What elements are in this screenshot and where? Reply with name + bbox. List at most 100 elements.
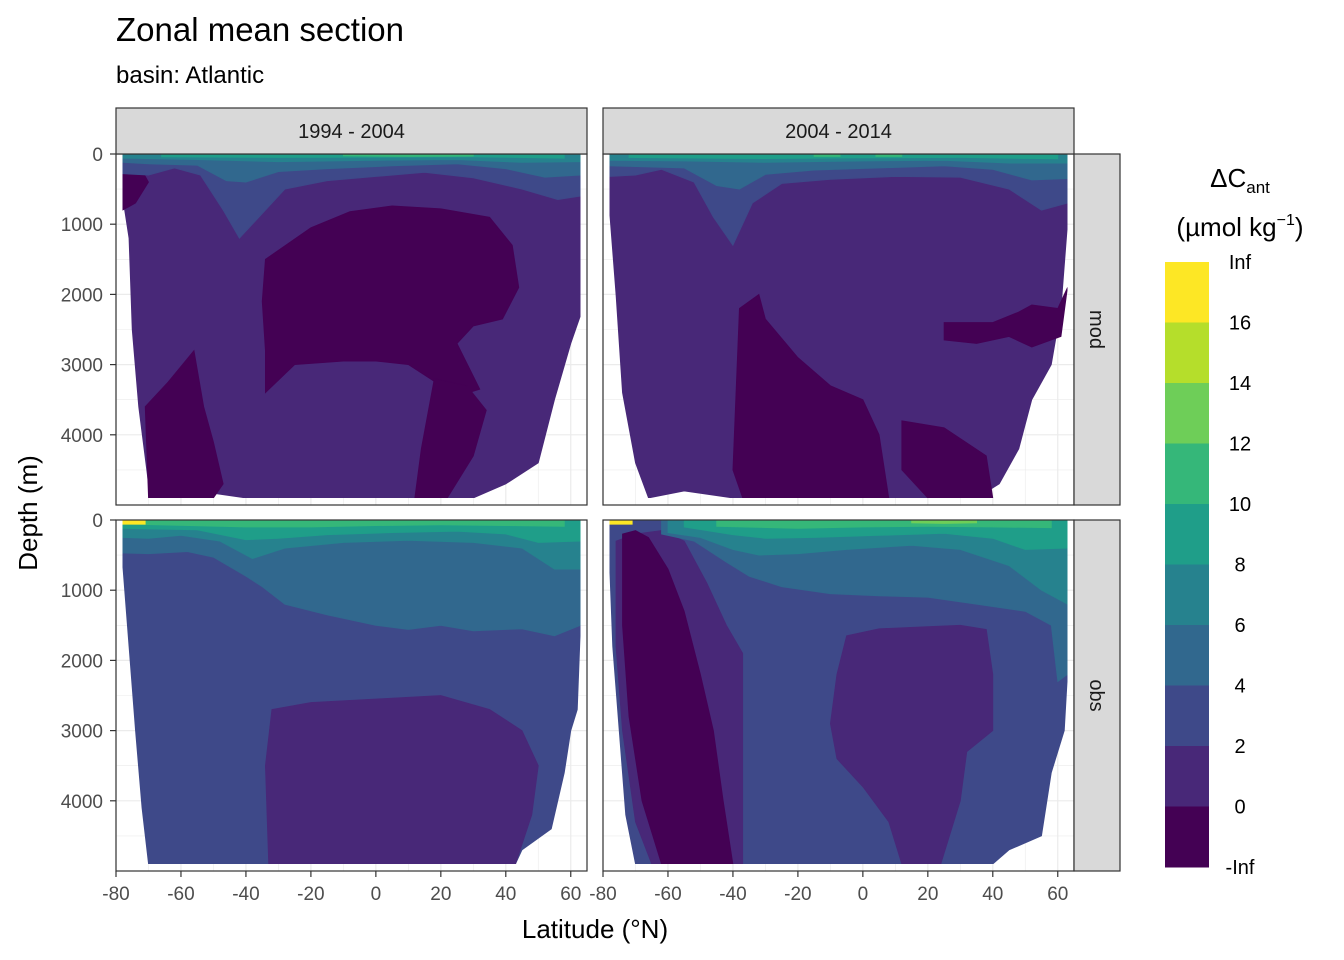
legend-key (1165, 504, 1209, 565)
y-tick-label: 3000 (61, 722, 103, 743)
x-tick-label: -80 (589, 884, 616, 905)
legend-key (1165, 564, 1209, 626)
legend-title-sub: ant (1246, 178, 1270, 197)
y-tick-label: 2000 (61, 651, 103, 672)
legend: ΔCant (µmol kg−1) Inf 16 14 12 10 8 6 4 2 0 -Inf (1165, 163, 1304, 879)
contour-region-level-6 (813, 154, 841, 157)
y-tick-label: 4000 (61, 426, 103, 447)
panel-contours (609, 154, 1068, 498)
contour-region-level-3 (609, 154, 1068, 190)
x-tick-label: -40 (232, 884, 259, 905)
y-tick-label: 2000 (61, 285, 103, 306)
facet-strip-column (602, 107, 1075, 155)
legend-label: 0 (1234, 797, 1245, 819)
contour-region-level-6 (875, 154, 903, 157)
contour-region-level-7 (911, 520, 977, 524)
y-tick-label: 0 (92, 511, 103, 532)
legend-label: 12 (1229, 434, 1251, 456)
x-tick-label: 20 (917, 884, 938, 905)
facet-strip-label: 1994 - 2004 (298, 121, 405, 143)
x-tick-label: -60 (654, 884, 681, 905)
contour-region-level-6 (342, 154, 474, 157)
legend-unit: (µmol kg−1) (1176, 212, 1303, 242)
chart-subtitle: basin: Atlantic (116, 62, 264, 89)
contour-region-level-4 (667, 520, 1068, 605)
contour-region-level-1 (829, 624, 994, 864)
legend-label: 14 (1229, 373, 1251, 395)
legend-label: Inf (1229, 252, 1252, 274)
x-tick-label: 60 (560, 884, 581, 905)
contour-region-level-0 (622, 530, 734, 864)
contour-region-level-1 (264, 695, 539, 864)
legend-label: 10 (1229, 494, 1251, 516)
facet-strip-label: 2004 - 2014 (785, 121, 892, 143)
legend-key (1165, 746, 1209, 807)
panel-mod-1 (602, 153, 1075, 506)
y-tick-label: 0 (92, 145, 103, 166)
axes: 1994 - 2004 2004 - 2014modobs010002000300… (61, 107, 1121, 905)
legend-label: 6 (1234, 615, 1245, 637)
y-tick-label: 3000 (61, 356, 103, 377)
facet-strip-column (115, 107, 588, 155)
legend-label: -Inf (1226, 857, 1255, 879)
contour-region-level-0 (943, 287, 1068, 348)
facet-strip-row (1073, 153, 1121, 506)
legend-label: 8 (1234, 555, 1245, 577)
y-tick-label: 1000 (61, 581, 103, 602)
panel-obs-0 (115, 519, 588, 872)
legend-title-main: ΔC (1210, 163, 1246, 193)
legend-title: ΔCant (1210, 163, 1270, 197)
x-tick-label: 40 (982, 884, 1003, 905)
y-tick-label: 1000 (61, 215, 103, 236)
contour-region-level-5 (628, 154, 1059, 160)
x-axis-title: Latitude (°N) (522, 914, 668, 944)
x-tick-label: -20 (297, 884, 324, 905)
legend-key (1165, 443, 1209, 505)
x-tick-label: 0 (858, 884, 869, 905)
contour-region-level-0 (901, 420, 994, 498)
legend-unit-sup: −1 (1277, 212, 1295, 229)
panel-contours (609, 520, 1068, 864)
legend-label: 2 (1234, 736, 1245, 758)
legend-key (1165, 806, 1209, 868)
legend-key (1165, 322, 1209, 384)
panel-mod-0 (115, 153, 588, 506)
facet-strip-row (1073, 519, 1121, 872)
legend-key (1165, 685, 1209, 747)
facet-strip-row-label: obs (1085, 679, 1107, 711)
contour-region-level-0 (732, 293, 890, 498)
contour-region-level-9 (609, 520, 633, 525)
legend-label: 16 (1229, 313, 1251, 335)
contour-region-level-0 (414, 378, 487, 498)
chart-title: Zonal mean section (116, 11, 404, 48)
x-tick-label: 0 (371, 884, 382, 905)
legend-label: 4 (1234, 676, 1245, 698)
panel-border (115, 519, 588, 872)
contour-region-level-6 (131, 520, 565, 528)
x-tick-label: 60 (1047, 884, 1068, 905)
facet-panels (115, 153, 1075, 872)
contour-region-level-0 (261, 205, 520, 397)
legend-key (1165, 262, 1209, 323)
x-tick-label: -40 (719, 884, 746, 905)
contour-region-level-1 (609, 154, 1068, 498)
y-axis-title: Depth (m) (13, 455, 43, 571)
legend-unit-main: (µmol kg (1176, 212, 1276, 242)
x-tick-label: 40 (495, 884, 516, 905)
y-tick-label: 4000 (61, 792, 103, 813)
x-tick-label: -80 (102, 884, 129, 905)
legend-keys: Inf 16 14 12 10 8 6 4 2 0 -Inf (1165, 252, 1255, 879)
legend-key (1165, 625, 1209, 686)
contour-region-level-0 (144, 349, 224, 498)
legend-key (1165, 383, 1209, 444)
panel-obs-1 (602, 519, 1075, 872)
x-tick-label: 20 (430, 884, 451, 905)
facet-strip-row-label: mod (1085, 310, 1107, 349)
panel-contours (122, 154, 581, 498)
panel-contours (122, 520, 581, 864)
legend-unit-close: ) (1295, 212, 1304, 242)
contour-region-level-9 (122, 520, 146, 525)
contour-region-level-3 (661, 520, 1068, 683)
x-tick-label: -20 (784, 884, 811, 905)
